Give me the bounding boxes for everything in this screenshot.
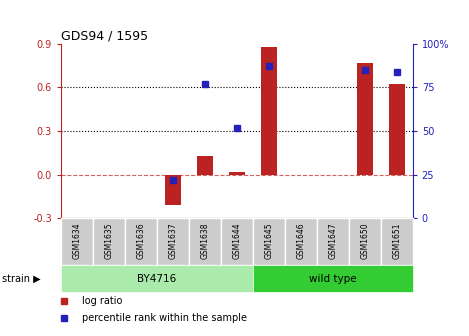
Bar [165,175,181,205]
Text: strain ▶: strain ▶ [2,274,41,284]
Text: GSM1635: GSM1635 [105,223,113,259]
Bar [221,218,253,265]
Bar [93,218,125,265]
Bar [261,47,277,175]
Text: GSM1644: GSM1644 [232,223,242,259]
Text: GSM1637: GSM1637 [168,223,177,259]
Text: GSM1646: GSM1646 [296,223,305,259]
Bar [229,172,245,175]
Text: GSM1651: GSM1651 [392,223,401,259]
Text: GSM1636: GSM1636 [136,223,145,259]
Bar [381,218,413,265]
Bar [125,218,157,265]
Bar [61,265,253,292]
Text: wild type: wild type [309,274,356,284]
Bar [253,265,413,292]
Bar [317,218,349,265]
Text: percentile rank within the sample: percentile rank within the sample [82,312,247,323]
Bar [61,218,93,265]
Bar [349,218,381,265]
Text: GDS94 / 1595: GDS94 / 1595 [61,30,148,43]
Text: BY4716: BY4716 [137,274,176,284]
Bar [285,218,317,265]
Bar [253,218,285,265]
Bar [189,218,221,265]
Text: GSM1650: GSM1650 [360,223,369,259]
Text: GSM1634: GSM1634 [72,223,82,259]
Text: log ratio: log ratio [82,296,122,306]
Text: GSM1645: GSM1645 [265,223,273,259]
Bar [157,218,189,265]
Text: GSM1638: GSM1638 [200,223,209,259]
Bar [389,84,405,175]
Bar [357,62,373,175]
Text: GSM1647: GSM1647 [328,223,337,259]
Bar [197,156,213,175]
